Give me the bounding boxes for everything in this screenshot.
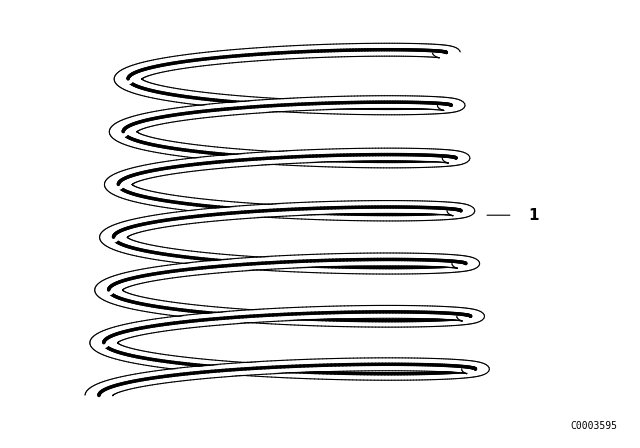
Text: 1: 1 [529, 208, 539, 223]
Text: C0003595: C0003595 [570, 421, 617, 431]
